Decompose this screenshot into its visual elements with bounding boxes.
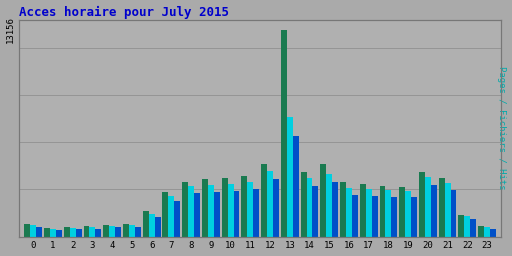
Bar [346,188,352,237]
Text: Acces horaire pour July 2015: Acces horaire pour July 2015 [19,6,229,19]
Bar [182,182,188,237]
Bar [76,229,81,237]
Bar [129,225,135,237]
Bar [241,176,247,237]
Bar [431,185,437,237]
Bar [340,182,346,237]
Bar [208,185,214,237]
Bar [30,225,36,237]
Bar [44,228,50,237]
Bar [64,227,70,237]
Bar [471,219,476,237]
Bar [56,230,62,237]
Bar [222,178,228,237]
Bar [115,227,121,237]
Bar [490,229,496,237]
Bar [281,30,287,237]
Bar [419,172,425,237]
Bar [273,179,279,237]
Bar [399,187,405,237]
Bar [70,228,76,237]
Bar [155,217,160,237]
Bar [301,172,307,237]
Bar [464,216,471,237]
Bar [188,186,194,237]
Bar [162,192,168,237]
Bar [312,186,318,237]
Bar [307,178,312,237]
Bar [95,229,101,237]
Bar [233,191,240,237]
Bar [451,190,457,237]
Bar [360,184,366,237]
Bar [83,226,90,237]
Bar [326,174,332,237]
Y-axis label: Pages / Fichiers / Hits: Pages / Fichiers / Hits [498,66,506,190]
Bar [425,177,431,237]
Bar [405,191,411,237]
Bar [123,224,129,237]
Bar [287,117,293,237]
Bar [143,211,148,237]
Bar [458,215,464,237]
Bar [484,227,490,237]
Bar [103,225,109,237]
Bar [247,182,253,237]
Bar [478,226,484,237]
Bar [202,179,208,237]
Bar [444,183,451,237]
Bar [174,201,180,237]
Bar [379,186,386,237]
Bar [439,178,444,237]
Bar [36,227,42,237]
Bar [372,196,377,237]
Bar [135,227,141,237]
Bar [267,170,273,237]
Bar [411,197,417,237]
Bar [25,224,30,237]
Bar [253,189,259,237]
Bar [321,164,326,237]
Bar [50,229,56,237]
Bar [148,214,155,237]
Bar [391,197,397,237]
Bar [352,195,358,237]
Bar [194,193,200,237]
Bar [228,184,233,237]
Bar [168,196,174,237]
Bar [261,164,267,237]
Bar [332,182,338,237]
Bar [109,226,115,237]
Bar [293,136,298,237]
Bar [90,228,95,237]
Bar [214,192,220,237]
Bar [366,189,372,237]
Bar [386,190,391,237]
